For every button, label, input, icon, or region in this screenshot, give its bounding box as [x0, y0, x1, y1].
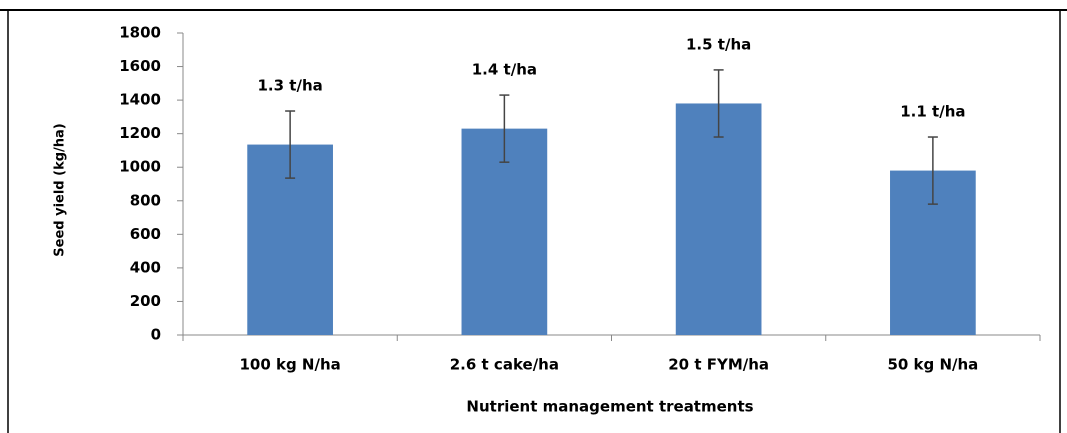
bar	[675, 103, 762, 335]
bar	[461, 128, 548, 335]
x-tick-label: 20 t FYM/ha	[668, 356, 769, 374]
annotation: 1.3 t/ha	[258, 77, 323, 95]
x-tick-label: 50 kg N/ha	[887, 356, 978, 374]
x-tick-label: 2.6 t cake/ha	[450, 356, 559, 374]
y-tick-label: 600	[130, 225, 161, 243]
annotation: 1.1 t/ha	[900, 103, 965, 121]
annotation: 1.5 t/ha	[686, 35, 751, 53]
y-tick-label: 1000	[119, 158, 161, 176]
x-axis-label: Nutrient management treatments	[466, 398, 753, 416]
y-axis-label: Seed yield (kg/ha)	[53, 123, 68, 256]
y-tick-label: 400	[130, 258, 161, 276]
y-tick-label: 200	[130, 292, 161, 310]
y-tick-label: 800	[130, 191, 161, 209]
annotation: 1.4 t/ha	[472, 61, 537, 79]
y-tick-label: 1400	[119, 91, 161, 109]
x-tick-label: 100 kg N/ha	[239, 356, 340, 374]
y-tick-label: 0	[151, 326, 161, 344]
y-tick-label: 1600	[119, 57, 161, 75]
y-tick-label: 1200	[119, 124, 161, 142]
y-tick-label: 1800	[119, 24, 161, 42]
